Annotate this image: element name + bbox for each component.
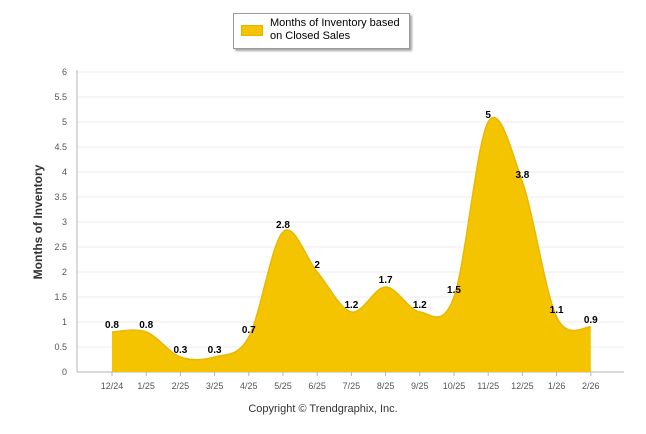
x-tick-label: 2/25 — [172, 381, 190, 391]
data-label: 0.7 — [242, 325, 256, 336]
x-tick-label: 6/25 — [308, 381, 326, 391]
y-tick-label: 2 — [62, 267, 67, 277]
data-label: 2 — [314, 260, 320, 271]
x-tick-label: 11/25 — [477, 381, 499, 391]
x-tick-label: 1/26 — [548, 381, 566, 391]
y-axis-title: Months of Inventory — [31, 164, 45, 280]
y-tick-label: 0 — [62, 367, 67, 377]
data-label: 2.8 — [276, 220, 290, 231]
grid-lines — [77, 71, 624, 348]
data-label: 1.1 — [550, 305, 564, 316]
y-tick-label: 0.5 — [54, 342, 67, 352]
y-tick-label: 1.5 — [54, 292, 67, 302]
legend-label: Months of Inventory based on Closed Sale… — [270, 17, 400, 42]
y-tick-label: 6 — [62, 67, 67, 77]
x-tick-label: 7/25 — [343, 381, 361, 391]
y-tick-label: 1 — [62, 317, 67, 327]
x-tick-label: 3/25 — [206, 381, 224, 391]
legend-swatch — [241, 25, 263, 36]
data-label: 1.2 — [413, 300, 427, 311]
data-label: 0.9 — [584, 315, 598, 326]
data-label: 0.3 — [208, 345, 222, 356]
y-tick-label: 3.5 — [54, 192, 67, 202]
x-tick-label: 4/25 — [240, 381, 258, 391]
legend[interactable]: Months of Inventory based on Closed Sale… — [233, 13, 410, 49]
y-tick-label: 5 — [62, 117, 67, 127]
data-label: 0.8 — [105, 320, 119, 331]
copyright-text: Copyright © Trendgraphix, Inc. — [248, 403, 398, 415]
x-axis-ticks: 12/24 1/25 2/25 3/25 4/25 5/25 6/25 7/25 8/25 9/2… — [101, 381, 600, 391]
data-label: 5 — [485, 110, 491, 121]
x-tick-label: 1/25 — [137, 381, 155, 391]
data-label: 0.3 — [173, 345, 187, 356]
area-line — [111, 116, 592, 361]
area-fill — [112, 117, 591, 372]
x-tick-label: 5/25 — [274, 381, 292, 391]
x-tick-label: 8/25 — [377, 381, 395, 391]
area-series — [111, 116, 592, 372]
data-label: 1.5 — [447, 285, 461, 296]
data-label: 1.7 — [379, 275, 393, 286]
data-label: 3.8 — [515, 170, 529, 181]
y-tick-label: 5.5 — [54, 92, 67, 102]
y-tick-label: 2.5 — [54, 242, 67, 252]
x-tick-label: 12/25 — [511, 381, 534, 391]
y-tick-label: 4.5 — [54, 142, 67, 152]
data-labels: 0.8 0.8 0.3 0.3 0.7 2.8 2 1.2 1.7 1.2 1.5 5 3.8 1.1 0.… — [105, 110, 598, 356]
y-tick-label: 3 — [62, 217, 67, 227]
data-label: 0.8 — [139, 320, 153, 331]
y-tick-label: 4 — [62, 167, 67, 177]
x-tick-label: 9/25 — [411, 381, 429, 391]
x-tick-label: 2/26 — [582, 381, 600, 391]
x-tick-label: 10/25 — [443, 381, 466, 391]
data-label: 1.2 — [344, 300, 358, 311]
y-axis-ticks: 0 0.5 1 1.5 2 2.5 3 3.5 4 4.5 5 5.5 6 — [54, 67, 67, 377]
x-tick-label: 12/24 — [101, 381, 124, 391]
